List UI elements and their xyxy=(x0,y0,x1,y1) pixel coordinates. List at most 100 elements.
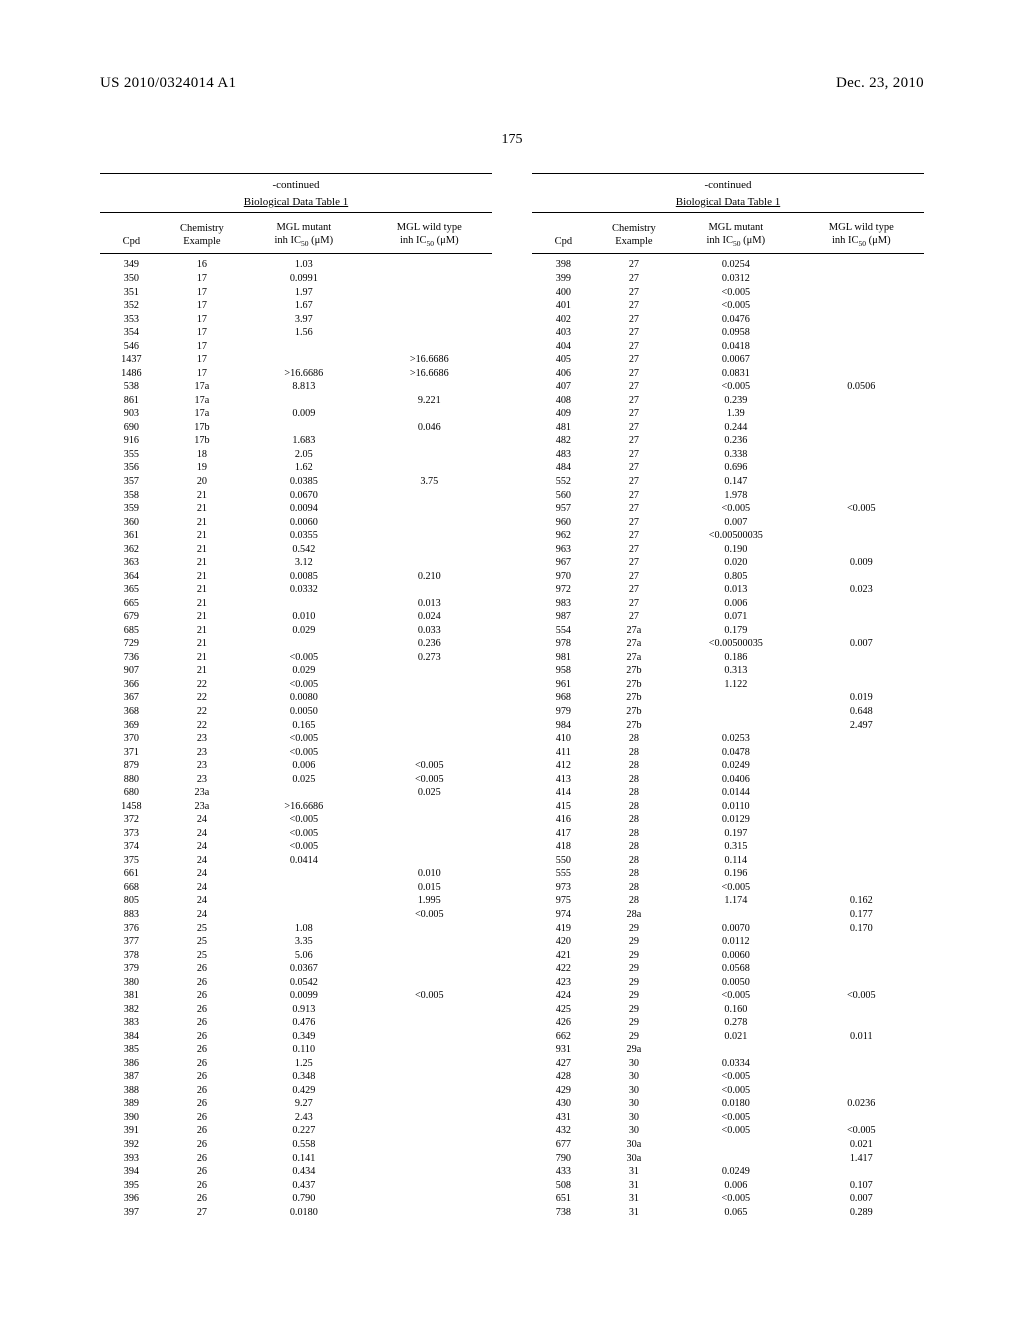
cell-wildtype xyxy=(799,1017,924,1031)
cell-wildtype xyxy=(367,814,492,828)
table-row: 145823a>16.6686 xyxy=(100,800,492,814)
cell-example: 27 xyxy=(595,286,673,300)
cell-example: 26 xyxy=(163,1152,241,1166)
cell-example: 25 xyxy=(163,949,241,963)
cell-wildtype xyxy=(799,733,924,747)
cell-example: 28 xyxy=(595,800,673,814)
cell-cpd: 403 xyxy=(532,327,595,341)
cell-cpd: 424 xyxy=(532,990,595,1004)
cell-mutant: 0.0070 xyxy=(673,922,798,936)
cell-mutant: 0.227 xyxy=(241,1125,366,1139)
cell-mutant: 0.0254 xyxy=(673,259,798,273)
cell-mutant: 0.434 xyxy=(241,1166,366,1180)
cell-cpd: 357 xyxy=(100,476,163,490)
cell-wildtype: <0.005 xyxy=(367,760,492,774)
cell-example: 24 xyxy=(163,895,241,909)
cell-wildtype: 0.025 xyxy=(367,787,492,801)
table-row: 662290.0210.011 xyxy=(532,1030,924,1044)
cell-wildtype: 0.013 xyxy=(367,597,492,611)
cell-mutant: 0.006 xyxy=(241,760,366,774)
cell-cpd: 351 xyxy=(100,286,163,300)
cell-mutant: 0.476 xyxy=(241,1017,366,1031)
cell-wildtype xyxy=(799,421,924,435)
cell-cpd: 987 xyxy=(532,611,595,625)
cell-cpd: 359 xyxy=(100,503,163,517)
cell-example: 23 xyxy=(163,733,241,747)
cell-cpd: 422 xyxy=(532,963,595,977)
cell-wildtype xyxy=(799,1003,924,1017)
cell-wildtype xyxy=(367,841,492,855)
cell-mutant: <0.005 xyxy=(673,381,798,395)
table-row: 53817a8.813 xyxy=(100,381,492,395)
table-row: 386261.25 xyxy=(100,1057,492,1071)
cell-cpd: 414 xyxy=(532,787,595,801)
cell-example: 22 xyxy=(163,706,241,720)
cell-wildtype xyxy=(799,462,924,476)
cell-wildtype xyxy=(367,340,492,354)
cell-mutant: 1.08 xyxy=(241,922,366,936)
cell-mutant: 0.071 xyxy=(673,611,798,625)
cell-cpd: 880 xyxy=(100,773,163,787)
table-row: 377253.35 xyxy=(100,936,492,950)
cell-cpd: 386 xyxy=(100,1057,163,1071)
table-row: 54617 xyxy=(100,340,492,354)
cell-example: 30a xyxy=(595,1139,673,1153)
table-row: 403270.0958 xyxy=(532,327,924,341)
cell-cpd: 975 xyxy=(532,895,595,909)
table-row: 987270.071 xyxy=(532,611,924,625)
cell-cpd: 375 xyxy=(100,854,163,868)
cell-example: 27 xyxy=(595,381,673,395)
table-row: 91617b1.683 xyxy=(100,435,492,449)
cell-wildtype xyxy=(367,584,492,598)
cell-wildtype xyxy=(367,1193,492,1207)
cell-wildtype: 0.170 xyxy=(799,922,924,936)
cell-cpd: 394 xyxy=(100,1166,163,1180)
cell-wildtype xyxy=(367,273,492,287)
table-row: 508310.0060.107 xyxy=(532,1179,924,1193)
cell-wildtype: 0.023 xyxy=(799,584,924,598)
cell-mutant: <0.005 xyxy=(673,1125,798,1139)
cell-mutant: <0.00500035 xyxy=(673,530,798,544)
cell-cpd: 390 xyxy=(100,1112,163,1126)
cell-mutant: 0.278 xyxy=(673,1017,798,1031)
cell-wildtype xyxy=(799,1044,924,1058)
table-row: 65131<0.0050.007 xyxy=(532,1193,924,1207)
cell-example: 30 xyxy=(595,1112,673,1126)
cell-wildtype: 0.0236 xyxy=(799,1098,924,1112)
cell-wildtype: 1.417 xyxy=(799,1152,924,1166)
table-row: 95727<0.005<0.005 xyxy=(532,503,924,517)
cell-cpd: 421 xyxy=(532,949,595,963)
cell-cpd: 417 xyxy=(532,827,595,841)
table-row: 391260.227 xyxy=(100,1125,492,1139)
cell-example: 24 xyxy=(163,909,241,923)
cell-mutant: 0.0568 xyxy=(673,963,798,977)
cell-mutant: 0.315 xyxy=(673,841,798,855)
cell-wildtype xyxy=(367,827,492,841)
cell-cpd: 367 xyxy=(100,692,163,706)
cell-example: 28 xyxy=(595,733,673,747)
col-header-mutant: MGL mutantinh IC50 (μM) xyxy=(673,213,798,254)
cell-mutant xyxy=(241,394,366,408)
table-row: 555280.196 xyxy=(532,868,924,882)
cell-cpd: 550 xyxy=(532,854,595,868)
table-row: 404270.0418 xyxy=(532,340,924,354)
cell-mutant: 0.0099 xyxy=(241,990,366,1004)
table-row: 412280.0249 xyxy=(532,760,924,774)
cell-wildtype: 0.177 xyxy=(799,909,924,923)
table-row: 396260.790 xyxy=(100,1193,492,1207)
table-row: 69017b0.046 xyxy=(100,421,492,435)
table-title: Biological Data Table 1 xyxy=(532,194,924,213)
table-row: 879230.006<0.005 xyxy=(100,760,492,774)
cell-wildtype: >16.6686 xyxy=(367,367,492,381)
cell-wildtype: 9.221 xyxy=(367,394,492,408)
cell-wildtype xyxy=(367,963,492,977)
cell-example: 27a xyxy=(595,638,673,652)
cell-mutant xyxy=(241,638,366,652)
cell-example: 31 xyxy=(595,1179,673,1193)
cell-cpd: 369 xyxy=(100,719,163,733)
cell-example: 27 xyxy=(595,327,673,341)
cell-wildtype: 0.107 xyxy=(799,1179,924,1193)
table-row: 409271.39 xyxy=(532,408,924,422)
cell-mutant xyxy=(241,340,366,354)
cell-mutant: 0.0414 xyxy=(241,854,366,868)
